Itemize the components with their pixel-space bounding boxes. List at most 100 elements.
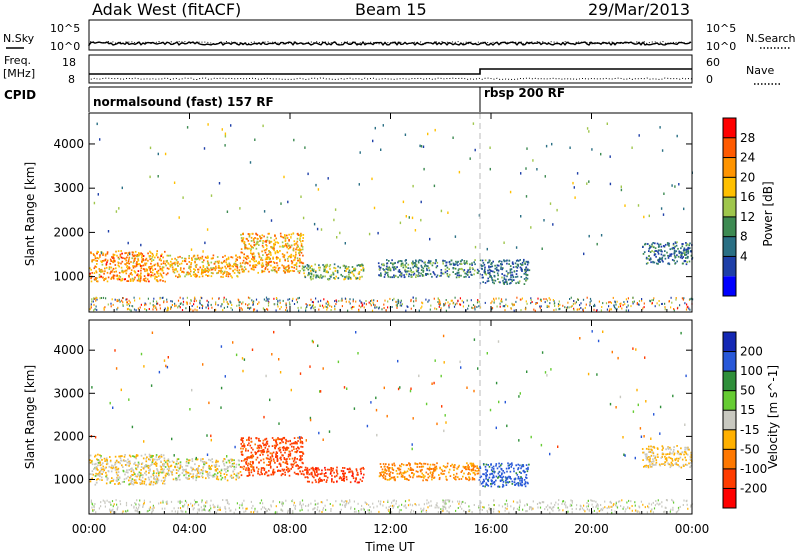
data-point [229,465,231,467]
data-point [145,464,147,466]
data-point [400,301,402,304]
data-point [520,276,523,278]
data-point [500,300,502,302]
data-point [177,306,179,309]
data-point [272,458,275,461]
data-point [497,269,500,272]
data-point [495,463,498,465]
data-point [466,466,469,468]
data-point [308,473,310,476]
data-point [128,483,130,486]
data-point [203,463,206,466]
data-point [232,476,235,479]
data-point [275,237,277,240]
data-point [195,258,198,261]
data-point [228,459,230,462]
data-point [197,268,199,271]
data-point [641,298,643,300]
data-point [225,507,227,510]
data-point [102,252,105,255]
data-point [134,250,137,253]
data-point [152,470,155,472]
data-point [264,251,267,254]
data-point [360,470,362,473]
data-point [498,470,501,473]
data-point [509,265,512,267]
data-point [507,278,510,281]
data-point [446,266,449,269]
data-point [511,480,513,483]
data-point [111,269,114,272]
data-point [89,274,91,277]
data-point [119,255,122,258]
data-point [227,275,230,278]
data-point [305,307,307,310]
data-point [140,479,142,482]
data-point [155,279,158,282]
data-point [224,265,226,268]
data-point [432,467,435,470]
data-point [207,123,209,126]
data-point [649,457,651,460]
data-point [393,476,396,478]
data-point [264,446,267,449]
data-point [299,456,302,459]
data-point [162,470,165,473]
data-point [283,254,286,257]
data-point [410,509,413,512]
data-point [148,266,150,269]
data-point [283,447,285,449]
data-point [286,467,289,470]
data-point [403,276,406,278]
data-point [248,469,250,472]
data-point [670,253,673,255]
data-point [104,270,106,273]
data-point [432,463,434,466]
data-point [329,304,331,307]
data-point [134,254,136,257]
data-point [136,482,138,484]
data-point [105,463,108,466]
data-point [444,265,447,267]
data-point [424,475,426,478]
data-point [528,508,531,511]
data-point [521,297,523,300]
data-point [358,278,361,281]
data-point [508,263,510,265]
data-point [381,308,383,311]
data-point [648,451,650,453]
data-point [482,473,484,475]
data-point [90,303,92,306]
data-point [517,477,519,480]
data-point [176,458,179,461]
data-point [266,256,268,259]
data-point [319,480,322,482]
data-point [352,477,355,480]
data-point [119,483,122,485]
data-point [484,465,487,468]
data-point [165,472,168,475]
data-point [533,308,535,311]
data-point [110,305,112,308]
data-point [297,297,299,300]
data-point [687,305,689,308]
data-point [113,271,116,273]
data-point [175,304,177,307]
data-point [376,300,378,302]
data-point [160,460,162,463]
data-point [285,468,288,471]
data-point [255,264,258,267]
data-point [409,267,412,270]
data-point [487,280,490,282]
data-point [428,475,431,478]
data-point [139,279,142,282]
data-point [259,473,261,476]
data-point [579,508,582,511]
data-point [534,309,536,312]
data-point [386,478,389,481]
data-point [347,277,350,280]
data-point [231,256,234,259]
data-point [252,504,254,507]
data-point [507,464,510,467]
data-point [462,270,465,273]
